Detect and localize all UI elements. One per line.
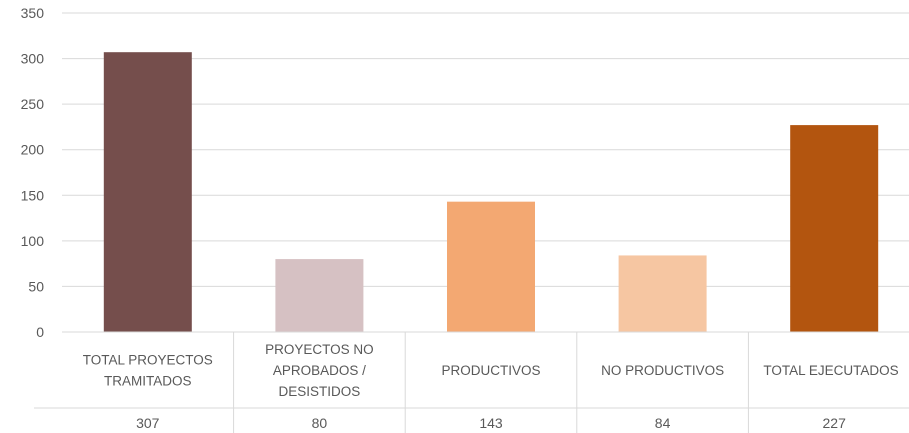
gridlines (62, 12, 909, 287)
value-label: 143 (479, 415, 503, 431)
bar (103, 52, 192, 332)
y-tick-label: 250 (21, 96, 45, 112)
bar (275, 259, 364, 332)
bars (103, 52, 879, 332)
value-label: 307 (136, 415, 160, 431)
value-label: 84 (655, 415, 671, 431)
y-tick-label: 200 (21, 142, 45, 158)
y-tick-label: 350 (21, 5, 45, 21)
y-tick-label: 0 (36, 324, 44, 340)
y-axis-tick-labels: 0 50 100 150 200 250 300 350 (21, 5, 45, 340)
category-label: NO PRODUCTIVOS (601, 363, 724, 378)
bar (618, 255, 707, 332)
category-label: TOTAL PROYECTOS TRAMITADOS (83, 353, 213, 389)
category-label: TOTAL EJECUTADOS (763, 363, 898, 378)
value-label: 227 (823, 415, 847, 431)
bar (790, 125, 879, 332)
y-tick-label: 150 (21, 187, 45, 203)
data-table: TOTAL PROYECTOS TRAMITADOS 307 PROYECTOS NO… (34, 332, 909, 433)
y-tick-label: 100 (21, 233, 45, 249)
y-tick-label: 300 (21, 51, 45, 67)
y-tick-label: 50 (28, 278, 44, 294)
category-label: PROYECTOS NO APROBADOS / DESISTIDOS (265, 342, 374, 399)
value-label: 80 (312, 415, 328, 431)
category-label: PRODUCTIVOS (441, 363, 540, 378)
bar (447, 201, 535, 332)
